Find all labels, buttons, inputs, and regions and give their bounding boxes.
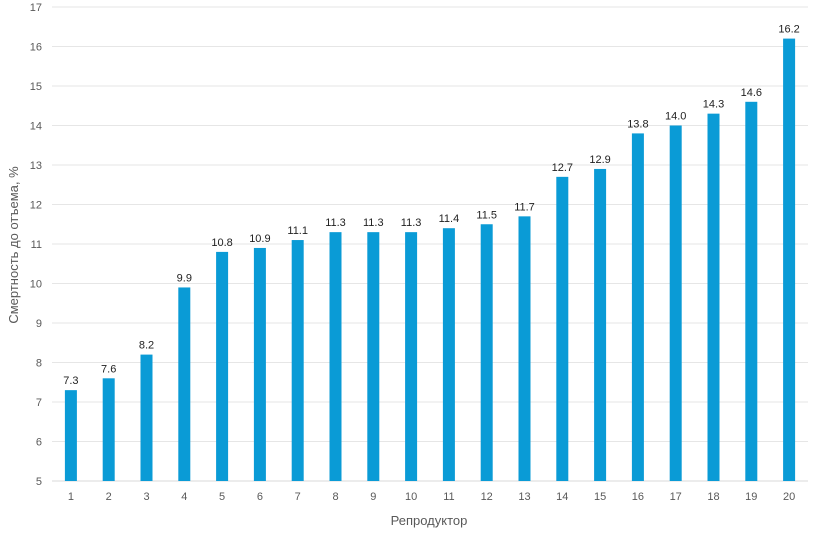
bar xyxy=(707,113,720,482)
data-label: 7.3 xyxy=(63,375,78,387)
x-tick-label: 17 xyxy=(670,491,682,503)
y-tick-label: 13 xyxy=(30,160,42,172)
x-axis-title: Репродуктор xyxy=(391,513,468,528)
data-label: 11.3 xyxy=(325,217,346,229)
x-tick-label: 15 xyxy=(594,491,606,503)
bar xyxy=(745,101,758,482)
data-label: 12.7 xyxy=(552,162,573,174)
x-tick-label: 16 xyxy=(632,491,644,503)
data-label: 11.7 xyxy=(514,201,535,213)
x-tick-label: 3 xyxy=(143,491,149,503)
bar xyxy=(631,133,644,481)
x-tick-label: 14 xyxy=(556,491,568,503)
bar xyxy=(367,232,380,481)
bar xyxy=(518,216,531,481)
y-tick-label: 7 xyxy=(36,397,42,409)
data-label: 10.8 xyxy=(211,237,232,249)
data-label: 8.2 xyxy=(139,340,154,352)
bar xyxy=(556,176,569,481)
data-label: 12.9 xyxy=(589,154,610,166)
y-tick-label: 12 xyxy=(30,200,42,212)
x-tick-label: 10 xyxy=(405,491,417,503)
x-tick-label: 20 xyxy=(783,491,795,503)
bar xyxy=(480,224,493,481)
data-label: 16.2 xyxy=(778,24,799,36)
data-label: 11.5 xyxy=(476,209,497,221)
y-tick-label: 8 xyxy=(36,358,42,370)
bar xyxy=(178,287,191,481)
bar xyxy=(405,232,418,481)
x-tick-label: 2 xyxy=(106,491,112,503)
y-tick-label: 6 xyxy=(36,437,42,449)
x-tick-label: 1 xyxy=(68,491,74,503)
data-label: 14.3 xyxy=(703,99,724,111)
x-tick-label: 13 xyxy=(518,491,530,503)
x-tick-label: 19 xyxy=(745,491,757,503)
y-axis-ticks: 5 6 7 8 9 10 11 12 13 14 15 16 17 xyxy=(30,2,42,488)
bar xyxy=(216,251,229,481)
data-label: 13.8 xyxy=(627,118,648,130)
data-label: 7.6 xyxy=(101,363,116,375)
data-label: 10.9 xyxy=(249,233,270,245)
data-label: 11.4 xyxy=(439,213,460,225)
bar xyxy=(783,38,796,481)
y-tick-label: 9 xyxy=(36,318,42,330)
x-tick-label: 18 xyxy=(707,491,719,503)
x-tick-label: 7 xyxy=(295,491,301,503)
bar xyxy=(669,125,682,481)
y-tick-label: 10 xyxy=(30,279,42,291)
bar xyxy=(291,240,304,481)
gridlines xyxy=(52,6,808,482)
bar xyxy=(253,247,266,481)
y-tick-label: 17 xyxy=(30,2,42,14)
x-tick-label: 11 xyxy=(443,491,454,503)
y-tick-label: 11 xyxy=(31,239,42,251)
data-labels: 7.3 7.6 8.2 9.9 10.8 10.9 11.1 11.3 11.3 11.3 11.4… xyxy=(63,24,800,388)
data-label: 11.3 xyxy=(401,217,422,229)
bar xyxy=(442,228,455,481)
bar xyxy=(329,232,342,481)
y-tick-label: 14 xyxy=(30,121,42,133)
bars xyxy=(64,38,796,482)
y-tick-label: 15 xyxy=(30,81,42,93)
bar xyxy=(594,168,607,481)
data-label: 9.9 xyxy=(177,272,192,284)
bar xyxy=(140,354,153,481)
y-tick-label: 5 xyxy=(36,476,42,488)
data-label: 11.3 xyxy=(363,217,384,229)
x-tick-label: 12 xyxy=(481,491,493,503)
bar xyxy=(64,390,77,481)
x-tick-label: 8 xyxy=(332,491,338,503)
x-tick-label: 9 xyxy=(370,491,376,503)
data-label: 14.6 xyxy=(741,87,762,99)
x-tick-label: 6 xyxy=(257,491,263,503)
x-tick-label: 4 xyxy=(181,491,187,503)
y-tick-label: 16 xyxy=(30,42,42,54)
y-axis-title: Смертность до отъема, % xyxy=(6,166,21,324)
x-tick-label: 5 xyxy=(219,491,225,503)
data-label: 14.0 xyxy=(665,111,686,123)
x-axis-ticks: 1 2 3 4 5 6 7 8 9 10 11 12 13 14 15 16 17 18 19 20 xyxy=(68,491,795,503)
data-label: 11.1 xyxy=(287,225,308,237)
bar xyxy=(102,378,115,481)
